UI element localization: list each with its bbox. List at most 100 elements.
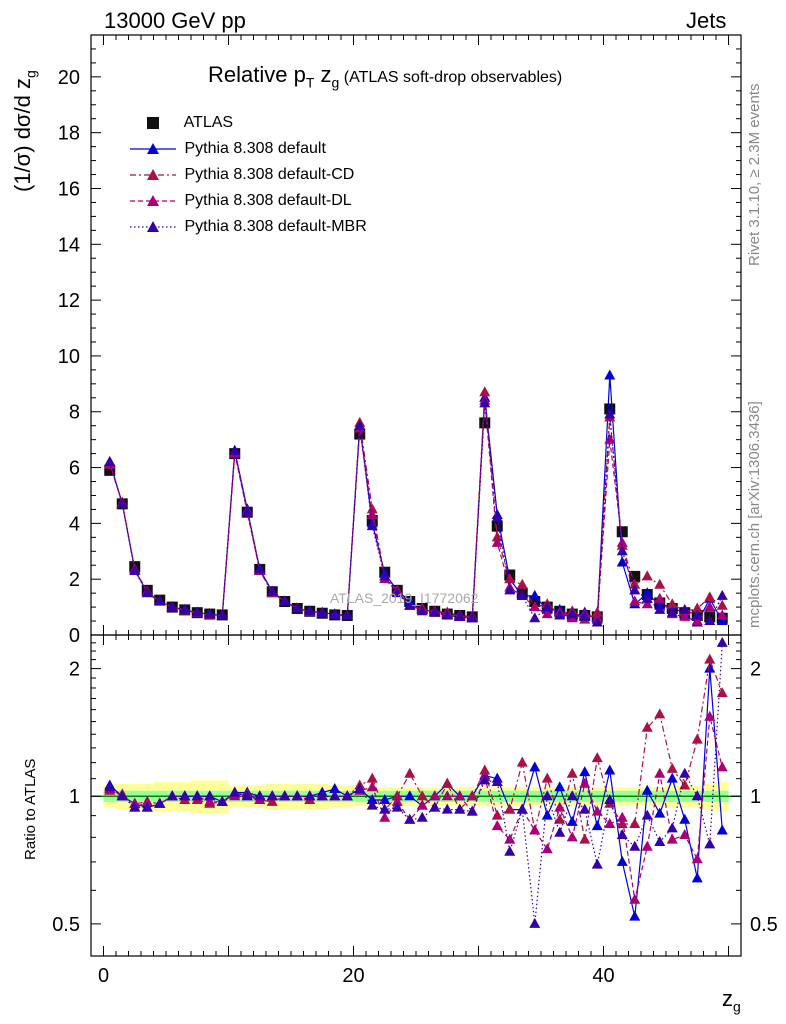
ratio-point — [441, 777, 453, 788]
legend-entry: Pythia 8.308 default-CD — [130, 165, 354, 185]
ratio-point — [541, 843, 553, 854]
data-point — [291, 602, 303, 613]
data-point — [366, 509, 378, 519]
ratio-point — [666, 772, 678, 783]
ratio-point — [654, 807, 666, 818]
data-point — [679, 603, 691, 614]
data-point — [504, 584, 516, 595]
legend-marker — [130, 221, 176, 232]
ratio-point — [254, 790, 266, 801]
data-point — [654, 578, 666, 589]
data-point — [566, 608, 578, 619]
data-point — [666, 606, 678, 617]
data-point — [704, 615, 716, 626]
data-point — [229, 444, 241, 455]
data-point — [641, 592, 653, 603]
ratio-point — [266, 795, 278, 806]
ratio-point — [141, 801, 153, 812]
data-point — [329, 608, 341, 619]
ratio-point — [591, 752, 603, 763]
data-point — [579, 610, 591, 621]
data-point — [179, 603, 191, 614]
ratio-point — [404, 767, 416, 778]
data-point — [691, 602, 703, 613]
ratio-point — [229, 786, 241, 797]
ratio-point — [379, 803, 391, 814]
ratio-point — [629, 893, 641, 904]
data-point — [529, 601, 541, 612]
data-point — [629, 584, 641, 595]
ratio-y-tick-label: 1 — [69, 786, 80, 808]
ratio-point — [654, 767, 666, 778]
data-point — [454, 610, 466, 621]
data-point — [479, 386, 491, 397]
ratio-point — [716, 761, 728, 772]
legend-entry: Pythia 8.308 default-MBR — [130, 217, 367, 237]
data-point — [541, 608, 553, 619]
ratio-point — [666, 833, 678, 844]
ratio-point — [479, 774, 491, 785]
ratio-point — [616, 811, 628, 822]
ratio-point — [679, 813, 691, 824]
data-point — [529, 589, 541, 600]
ratio-point — [666, 762, 678, 773]
data-point — [529, 612, 541, 623]
data-point — [104, 455, 116, 466]
ratio-y-tick-label: 0.5 — [52, 914, 80, 936]
ratio-point — [129, 801, 141, 812]
ratio-point — [191, 790, 203, 801]
ratio-point — [604, 764, 616, 775]
data-point — [316, 607, 328, 618]
ratio-point — [566, 790, 578, 801]
ratio-point — [391, 790, 403, 801]
data-point — [641, 587, 653, 598]
ratio-point — [404, 790, 416, 801]
data-point — [541, 601, 553, 612]
ratio-point — [204, 790, 216, 801]
y-tick-label: 0 — [69, 625, 80, 647]
ratio-point — [629, 818, 641, 829]
ratio-point — [204, 795, 216, 806]
ratio-point — [241, 790, 253, 801]
header-right: Jets — [686, 8, 727, 33]
ratio-point — [329, 783, 341, 794]
ratio-point — [141, 795, 153, 806]
ratio-point — [579, 803, 591, 814]
ratio-point — [366, 799, 378, 810]
ratio-point — [616, 818, 628, 829]
ratio-y-axis-label: Ratio to ATLAS — [22, 758, 39, 860]
data-point — [441, 609, 453, 620]
ratio-point — [479, 764, 491, 775]
ratio-point — [541, 772, 553, 783]
legend-entry: ATLAS — [130, 113, 233, 133]
ratio-point — [654, 835, 666, 846]
y-tick-label: 8 — [69, 402, 80, 424]
data-point — [479, 397, 491, 408]
ratio-point — [116, 790, 128, 801]
ratio-point — [366, 781, 378, 792]
y-tick-label: 6 — [69, 458, 80, 480]
data-point — [691, 609, 703, 620]
y-axis-label: (1/σ) dσ/d zg — [10, 70, 39, 192]
data-point — [641, 570, 653, 581]
ratio-point — [166, 790, 178, 801]
ratio-point — [104, 781, 116, 792]
ratio-point — [441, 790, 453, 801]
data-point — [504, 573, 516, 584]
ratio-point — [416, 799, 428, 810]
data-point — [516, 589, 528, 600]
ratio-point — [366, 772, 378, 783]
series-line — [109, 375, 723, 624]
data-point — [491, 536, 503, 547]
ratio-point — [566, 815, 578, 826]
data-point — [516, 578, 528, 589]
ratio-point — [579, 833, 591, 844]
ratio-point — [454, 790, 466, 801]
data-point — [216, 609, 228, 620]
ratio-point — [704, 653, 716, 664]
data-point — [416, 605, 428, 616]
ratio-point — [591, 805, 603, 816]
ratio-point — [391, 801, 403, 812]
ratio-y-tick-label-right: 1 — [750, 786, 761, 808]
